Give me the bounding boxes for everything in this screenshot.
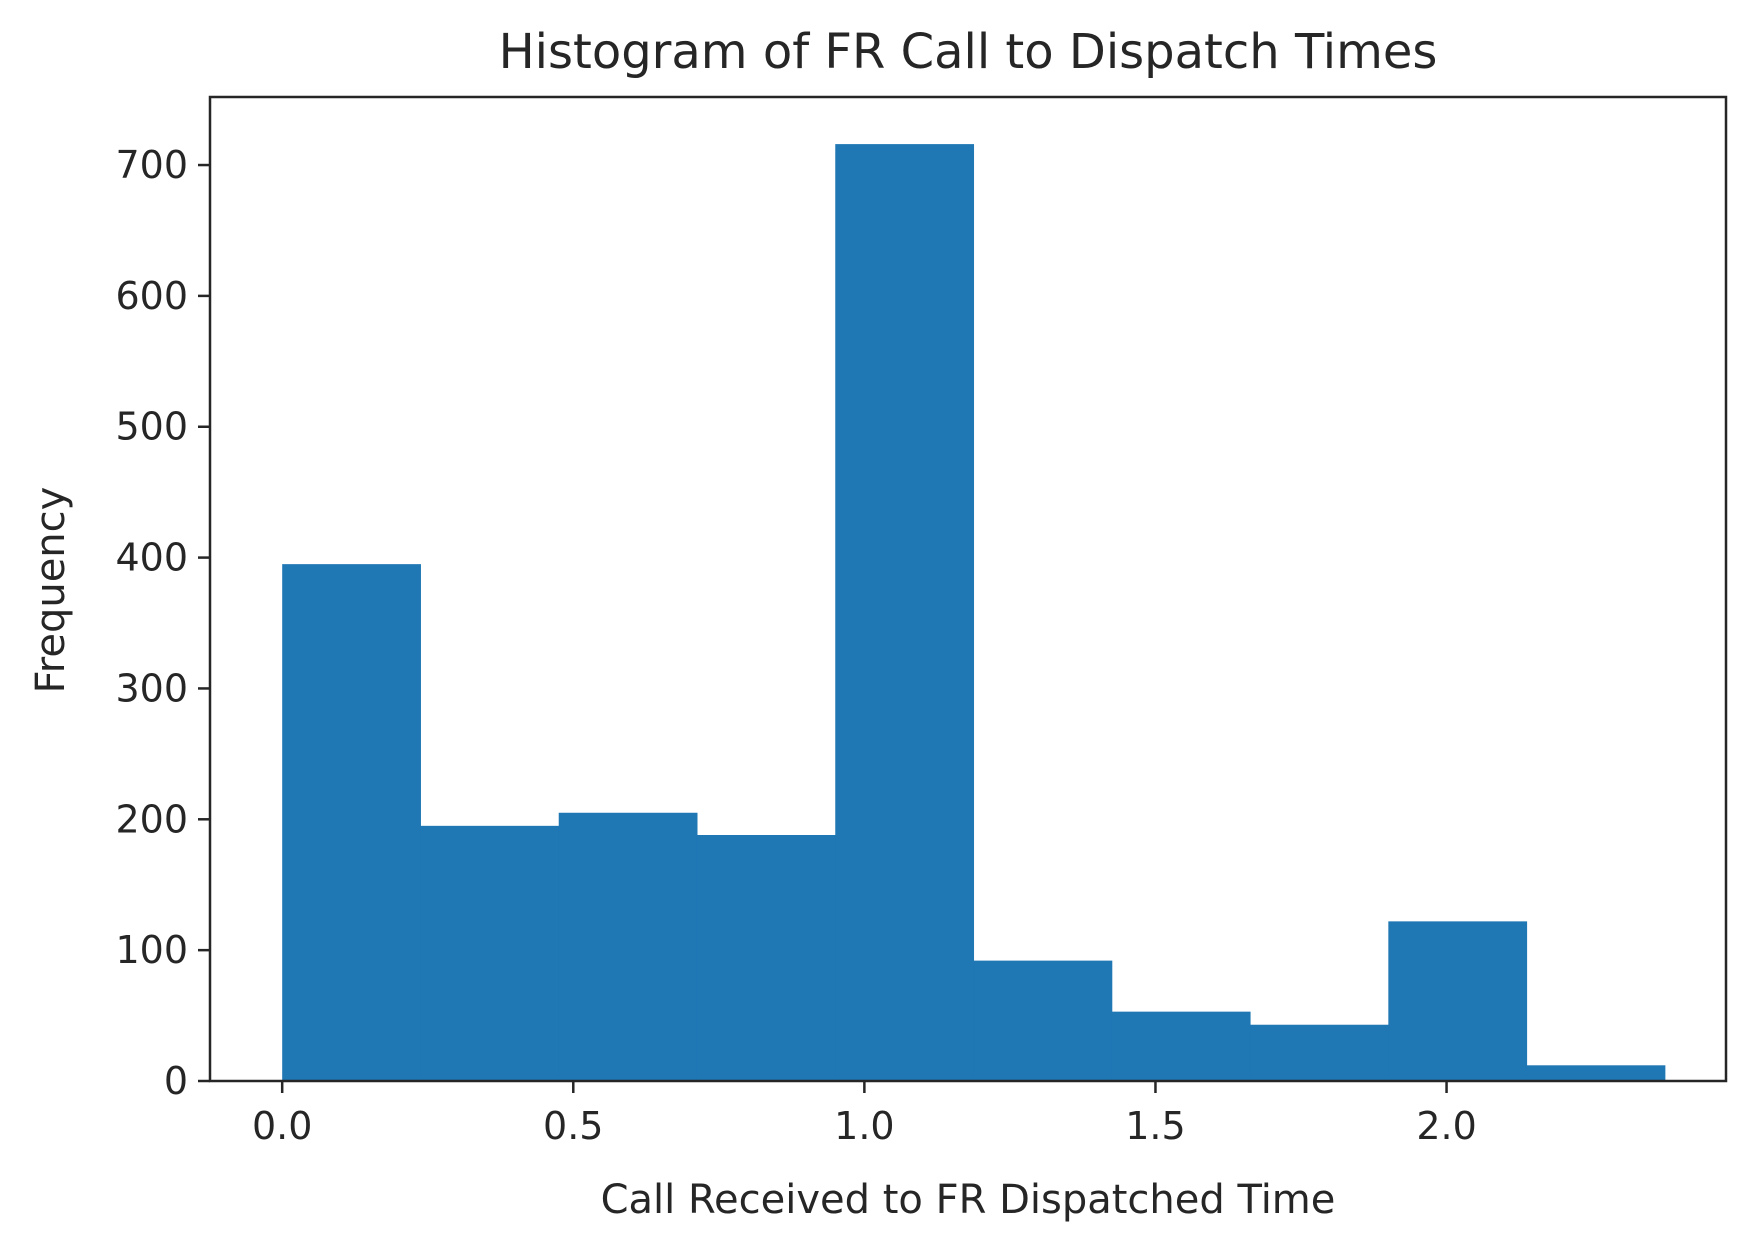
histogram-bar [282, 564, 421, 1081]
histogram-bar [1526, 1065, 1666, 1081]
y-tick-label: 400 [115, 536, 188, 580]
plot-frame [208, 95, 1728, 1083]
x-axis: 0.0 0.5 1.0 1.5 2.0 [252, 1081, 1477, 1148]
x-tick-label: 1.5 [1125, 1104, 1185, 1148]
y-tick-label: 200 [115, 797, 188, 841]
y-tick-label: 600 [115, 274, 188, 318]
y-axis-label: Frequency [28, 487, 74, 694]
histogram-bar [1250, 1024, 1389, 1081]
bars-group [282, 144, 1666, 1081]
x-axis-label: Call Received to FR Dispatched Time [601, 1177, 1336, 1223]
y-tick-label: 700 [115, 143, 188, 187]
x-tick-label: 0.0 [252, 1104, 312, 1148]
histogram-bar [696, 835, 836, 1081]
y-axis: 0 100 200 300 400 500 600 700 [115, 143, 210, 1103]
histogram-bar [420, 825, 560, 1081]
x-tick-label: 2.0 [1416, 1104, 1476, 1148]
histogram-bar [558, 812, 698, 1081]
chart-title: Histogram of FR Call to Dispatch Times [499, 24, 1438, 80]
histogram-bar [1388, 921, 1528, 1081]
y-tick-label: 0 [164, 1059, 188, 1103]
y-tick-label: 500 [115, 405, 188, 449]
histogram-bar [1111, 1011, 1251, 1081]
x-tick-label: 0.5 [543, 1104, 603, 1148]
y-tick-label: 300 [115, 666, 188, 710]
x-tick-label: 1.0 [834, 1104, 894, 1148]
histogram-bar [973, 960, 1113, 1081]
y-tick-label: 100 [115, 928, 188, 972]
histogram-bar [835, 144, 975, 1081]
